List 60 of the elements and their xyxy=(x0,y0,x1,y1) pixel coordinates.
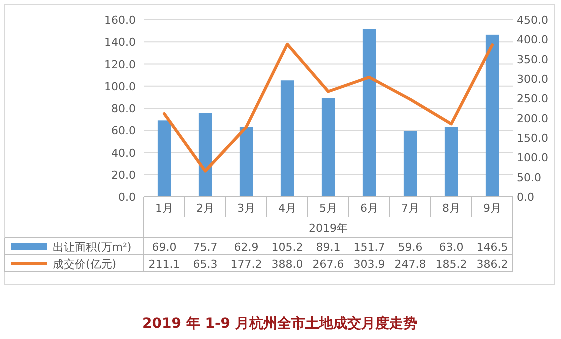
bar xyxy=(158,120,172,197)
data-label: 151.7 xyxy=(354,241,386,254)
x-tick-label: 7月 xyxy=(402,202,420,215)
data-label: 63.0 xyxy=(439,241,464,254)
data-label: 386.2 xyxy=(476,258,508,271)
y-tick-label: 0.0 xyxy=(118,191,136,204)
bar xyxy=(322,98,336,197)
data-label: 177.2 xyxy=(230,258,262,271)
data-label: 146.5 xyxy=(476,241,508,254)
bar xyxy=(362,29,376,197)
data-label: 62.9 xyxy=(234,241,259,254)
y-tick-label: 80.0 xyxy=(112,102,136,116)
y2-tick-label: 150.0 xyxy=(517,132,548,145)
data-label: 211.1 xyxy=(148,258,180,271)
y2-tick-label: 300.0 xyxy=(517,73,548,86)
bar xyxy=(240,127,254,197)
data-label: 185.2 xyxy=(436,258,468,271)
y2-tick-label: 400.0 xyxy=(517,34,548,47)
x-tick-label: 9月 xyxy=(484,202,502,215)
x-tick-label: 4月 xyxy=(278,202,296,215)
data-label: 303.9 xyxy=(354,258,386,271)
y-tick-label: 160.0 xyxy=(104,14,136,27)
bar xyxy=(198,113,212,197)
x-tick-label: 2月 xyxy=(196,202,214,215)
legend-label: 成交价(亿元) xyxy=(53,258,117,271)
y2-tick-label: 50.0 xyxy=(517,171,542,184)
y-tick-label: 20.0 xyxy=(112,168,136,182)
y-tick-label: 140.0 xyxy=(104,36,136,50)
y2-tick-label: 100.0 xyxy=(517,152,548,165)
data-label: 89.1 xyxy=(316,241,341,254)
y-tick-label: 60.0 xyxy=(112,124,136,138)
x-tick-label: 3月 xyxy=(238,202,256,215)
bar xyxy=(404,131,418,197)
y-tick-label: 100.0 xyxy=(104,80,136,94)
x-tick-label: 5月 xyxy=(320,202,338,215)
data-label: 388.0 xyxy=(272,258,304,271)
y2-tick-label: 350.0 xyxy=(517,53,548,66)
x-tick-label: 8月 xyxy=(442,202,460,215)
y2-tick-label: 250.0 xyxy=(517,92,548,106)
y2-tick-label: 450.0 xyxy=(517,14,548,27)
x-tick-label: 6月 xyxy=(360,202,378,215)
y-tick-label: 40.0 xyxy=(112,146,136,160)
data-label: 69.0 xyxy=(152,241,177,254)
data-label: 105.2 xyxy=(272,241,304,254)
data-label: 267.6 xyxy=(312,258,344,271)
x-axis-title: 2019年 xyxy=(309,222,348,235)
bar xyxy=(486,34,500,197)
line-series xyxy=(163,42,494,173)
bar xyxy=(280,80,294,197)
text: 2019 年 1-9 月杭州全市土地成交月度走势 xyxy=(142,315,418,332)
bar xyxy=(444,127,458,197)
y-tick-label: 120.0 xyxy=(104,58,136,72)
x-tick-label: 1月 xyxy=(156,202,174,215)
data-label: 65.3 xyxy=(193,258,218,271)
data-label: 59.6 xyxy=(398,241,423,254)
y2-tick-label: 0.0 xyxy=(517,191,534,204)
legend-label: 出让面积(万m²) xyxy=(53,241,132,254)
data-label: 247.8 xyxy=(394,258,426,271)
y2-tick-label: 200.0 xyxy=(517,112,548,126)
data-label: 75.7 xyxy=(193,241,218,254)
